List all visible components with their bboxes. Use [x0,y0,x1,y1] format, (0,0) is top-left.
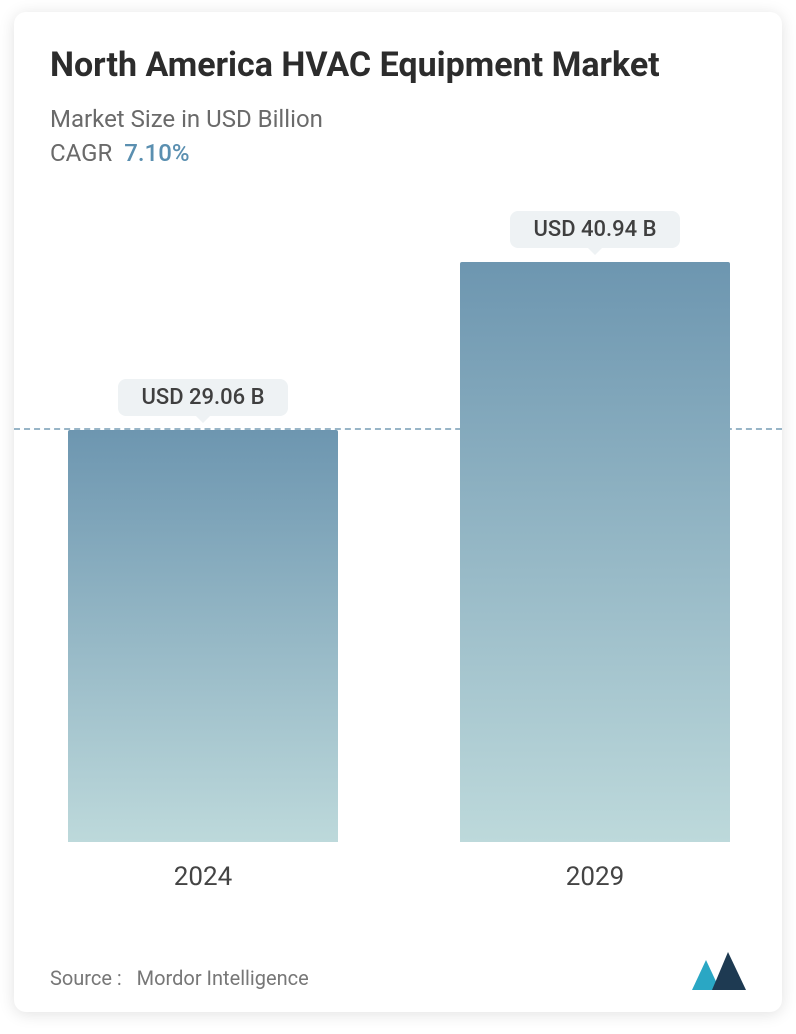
chart-footer: Source : Mordor Intelligence [50,952,746,990]
chart-plot-area: USD 29.06 B2024USD 40.94 B2029 [50,262,746,902]
x-label-2024: 2024 [68,862,338,892]
source-name: Mordor Intelligence [137,966,309,990]
brand-logo [692,952,746,990]
cagr-row: CAGR 7.10% [50,139,746,167]
x-label-2029: 2029 [460,862,730,892]
chart-title: North America HVAC Equipment Market [50,44,746,87]
cagr-label: CAGR [50,139,112,167]
bar-2024 [68,430,338,842]
value-label-2029: USD 40.94 B [510,211,680,248]
source-text: Source : Mordor Intelligence [50,966,309,990]
chart-card: North America HVAC Equipment Market Mark… [14,12,782,1012]
cagr-value: 7.10% [124,139,189,167]
value-label-2024: USD 29.06 B [118,379,288,416]
source-label: Source : [50,966,122,990]
chart-subtitle: Market Size in USD Billion [50,105,746,133]
bar-2029 [460,262,730,842]
